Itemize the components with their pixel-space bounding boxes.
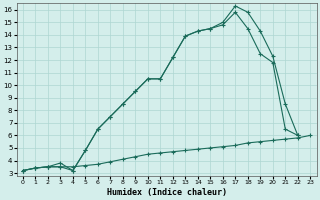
X-axis label: Humidex (Indice chaleur): Humidex (Indice chaleur): [107, 188, 227, 197]
